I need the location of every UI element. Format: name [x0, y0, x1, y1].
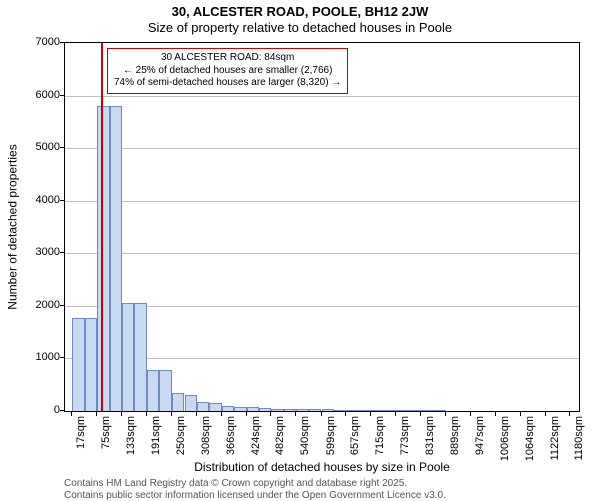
histogram-bar [346, 410, 358, 411]
x-tick-label: 715sqm [374, 416, 386, 455]
x-tick-mark [146, 412, 147, 416]
x-tick-mark [420, 412, 421, 416]
x-tick-label: 482sqm [274, 416, 286, 455]
chart-title-sub: Size of property relative to detached ho… [0, 20, 600, 35]
histogram-bar [421, 410, 433, 411]
x-tick-mark [96, 412, 97, 416]
histogram-bar [309, 409, 321, 411]
histogram-bar [97, 106, 109, 411]
x-tick-label: 773sqm [399, 416, 411, 455]
histogram-bar [322, 409, 334, 411]
gridline-h [65, 253, 579, 254]
annotation-box: 30 ALCESTER ROAD: 84sqm ← 25% of detache… [107, 48, 348, 94]
x-tick-mark [71, 412, 72, 416]
histogram-bar [247, 407, 259, 411]
histogram-bar [396, 410, 408, 411]
x-tick-label: 133sqm [125, 416, 137, 455]
x-tick-label: 947sqm [474, 416, 486, 455]
x-tick-label: 308sqm [200, 416, 212, 455]
histogram-bar [409, 410, 421, 411]
y-tick-label: 3000 [26, 246, 60, 258]
x-tick-label: 1006sqm [499, 416, 511, 461]
histogram-bar [359, 410, 371, 411]
histogram-bar [384, 410, 396, 411]
marker-line [101, 43, 103, 411]
x-tick-mark [321, 412, 322, 416]
histogram-bar [334, 410, 346, 411]
histogram-bar [122, 303, 134, 411]
histogram-bar [159, 370, 171, 411]
x-tick-mark [196, 412, 197, 416]
x-tick-mark [345, 412, 346, 416]
x-tick-label: 250sqm [175, 416, 187, 455]
histogram-bar [85, 318, 97, 411]
gridline-h [65, 201, 579, 202]
annotation-line2: ← 25% of detached houses are smaller (2,… [114, 65, 341, 78]
histogram-bar [284, 409, 296, 411]
x-tick-mark [295, 412, 296, 416]
histogram-bar [234, 407, 246, 411]
x-axis-label: Distribution of detached houses by size … [64, 460, 580, 474]
y-axis-label: Number of detached properties [6, 42, 20, 412]
x-tick-mark [545, 412, 546, 416]
x-tick-mark [221, 412, 222, 416]
x-tick-mark [171, 412, 172, 416]
x-tick-label: 424sqm [250, 416, 262, 455]
x-tick-mark [520, 412, 521, 416]
y-tick-label: 4000 [26, 194, 60, 206]
annotation-line3: 74% of semi-detached houses are larger (… [114, 77, 341, 90]
histogram-bar [209, 403, 221, 411]
x-tick-label: 889sqm [449, 416, 461, 455]
histogram-bar [259, 408, 271, 411]
histogram-bar [185, 395, 197, 411]
annotation-line1: 30 ALCESTER ROAD: 84sqm [114, 52, 341, 65]
y-tick-label: 0 [26, 404, 60, 416]
x-tick-label: 657sqm [349, 416, 361, 455]
x-tick-label: 599sqm [325, 416, 337, 455]
histogram-bar [134, 303, 146, 411]
x-tick-label: 1122sqm [549, 416, 561, 460]
histogram-bar [433, 410, 445, 411]
histogram-bar [222, 406, 234, 411]
histogram-bar [72, 318, 84, 411]
x-tick-mark [395, 412, 396, 416]
histogram-bar [110, 106, 122, 411]
x-tick-mark [445, 412, 446, 416]
x-tick-label: 1064sqm [524, 416, 536, 461]
chart-title-main: 30, ALCESTER ROAD, POOLE, BH12 2JW [0, 4, 600, 19]
y-tick-label: 2000 [26, 299, 60, 311]
x-tick-mark [370, 412, 371, 416]
x-tick-label: 366sqm [225, 416, 237, 455]
x-tick-label: 75sqm [100, 416, 112, 449]
x-tick-label: 831sqm [424, 416, 436, 455]
chart-container: 30, ALCESTER ROAD, POOLE, BH12 2JW Size … [0, 0, 600, 500]
x-tick-label: 17sqm [75, 416, 87, 449]
x-tick-mark [246, 412, 247, 416]
y-axis-label-text: Number of detached properties [6, 144, 20, 309]
x-tick-mark [495, 412, 496, 416]
y-tick-label: 1000 [26, 351, 60, 363]
x-tick-label: 1180sqm [573, 416, 585, 460]
y-tick-label: 6000 [26, 89, 60, 101]
histogram-bar [371, 410, 383, 411]
x-tick-mark [121, 412, 122, 416]
gridline-h [65, 148, 579, 149]
footer-line-1: Contains HM Land Registry data © Crown c… [64, 478, 407, 489]
x-tick-mark [569, 412, 570, 416]
x-tick-mark [470, 412, 471, 416]
x-tick-label: 540sqm [299, 416, 311, 455]
x-tick-label: 191sqm [150, 416, 162, 455]
histogram-bar [271, 409, 283, 411]
footer-line-2: Contains public sector information licen… [64, 490, 446, 501]
histogram-bar [296, 409, 308, 411]
gridline-h [65, 96, 579, 97]
histogram-bar [197, 402, 209, 411]
x-tick-mark [270, 412, 271, 416]
y-tick-label: 7000 [26, 36, 60, 48]
histogram-bar [172, 393, 184, 411]
plot-area: 30 ALCESTER ROAD: 84sqm ← 25% of detache… [64, 42, 580, 412]
histogram-bar [147, 370, 159, 411]
y-tick-label: 5000 [26, 141, 60, 153]
